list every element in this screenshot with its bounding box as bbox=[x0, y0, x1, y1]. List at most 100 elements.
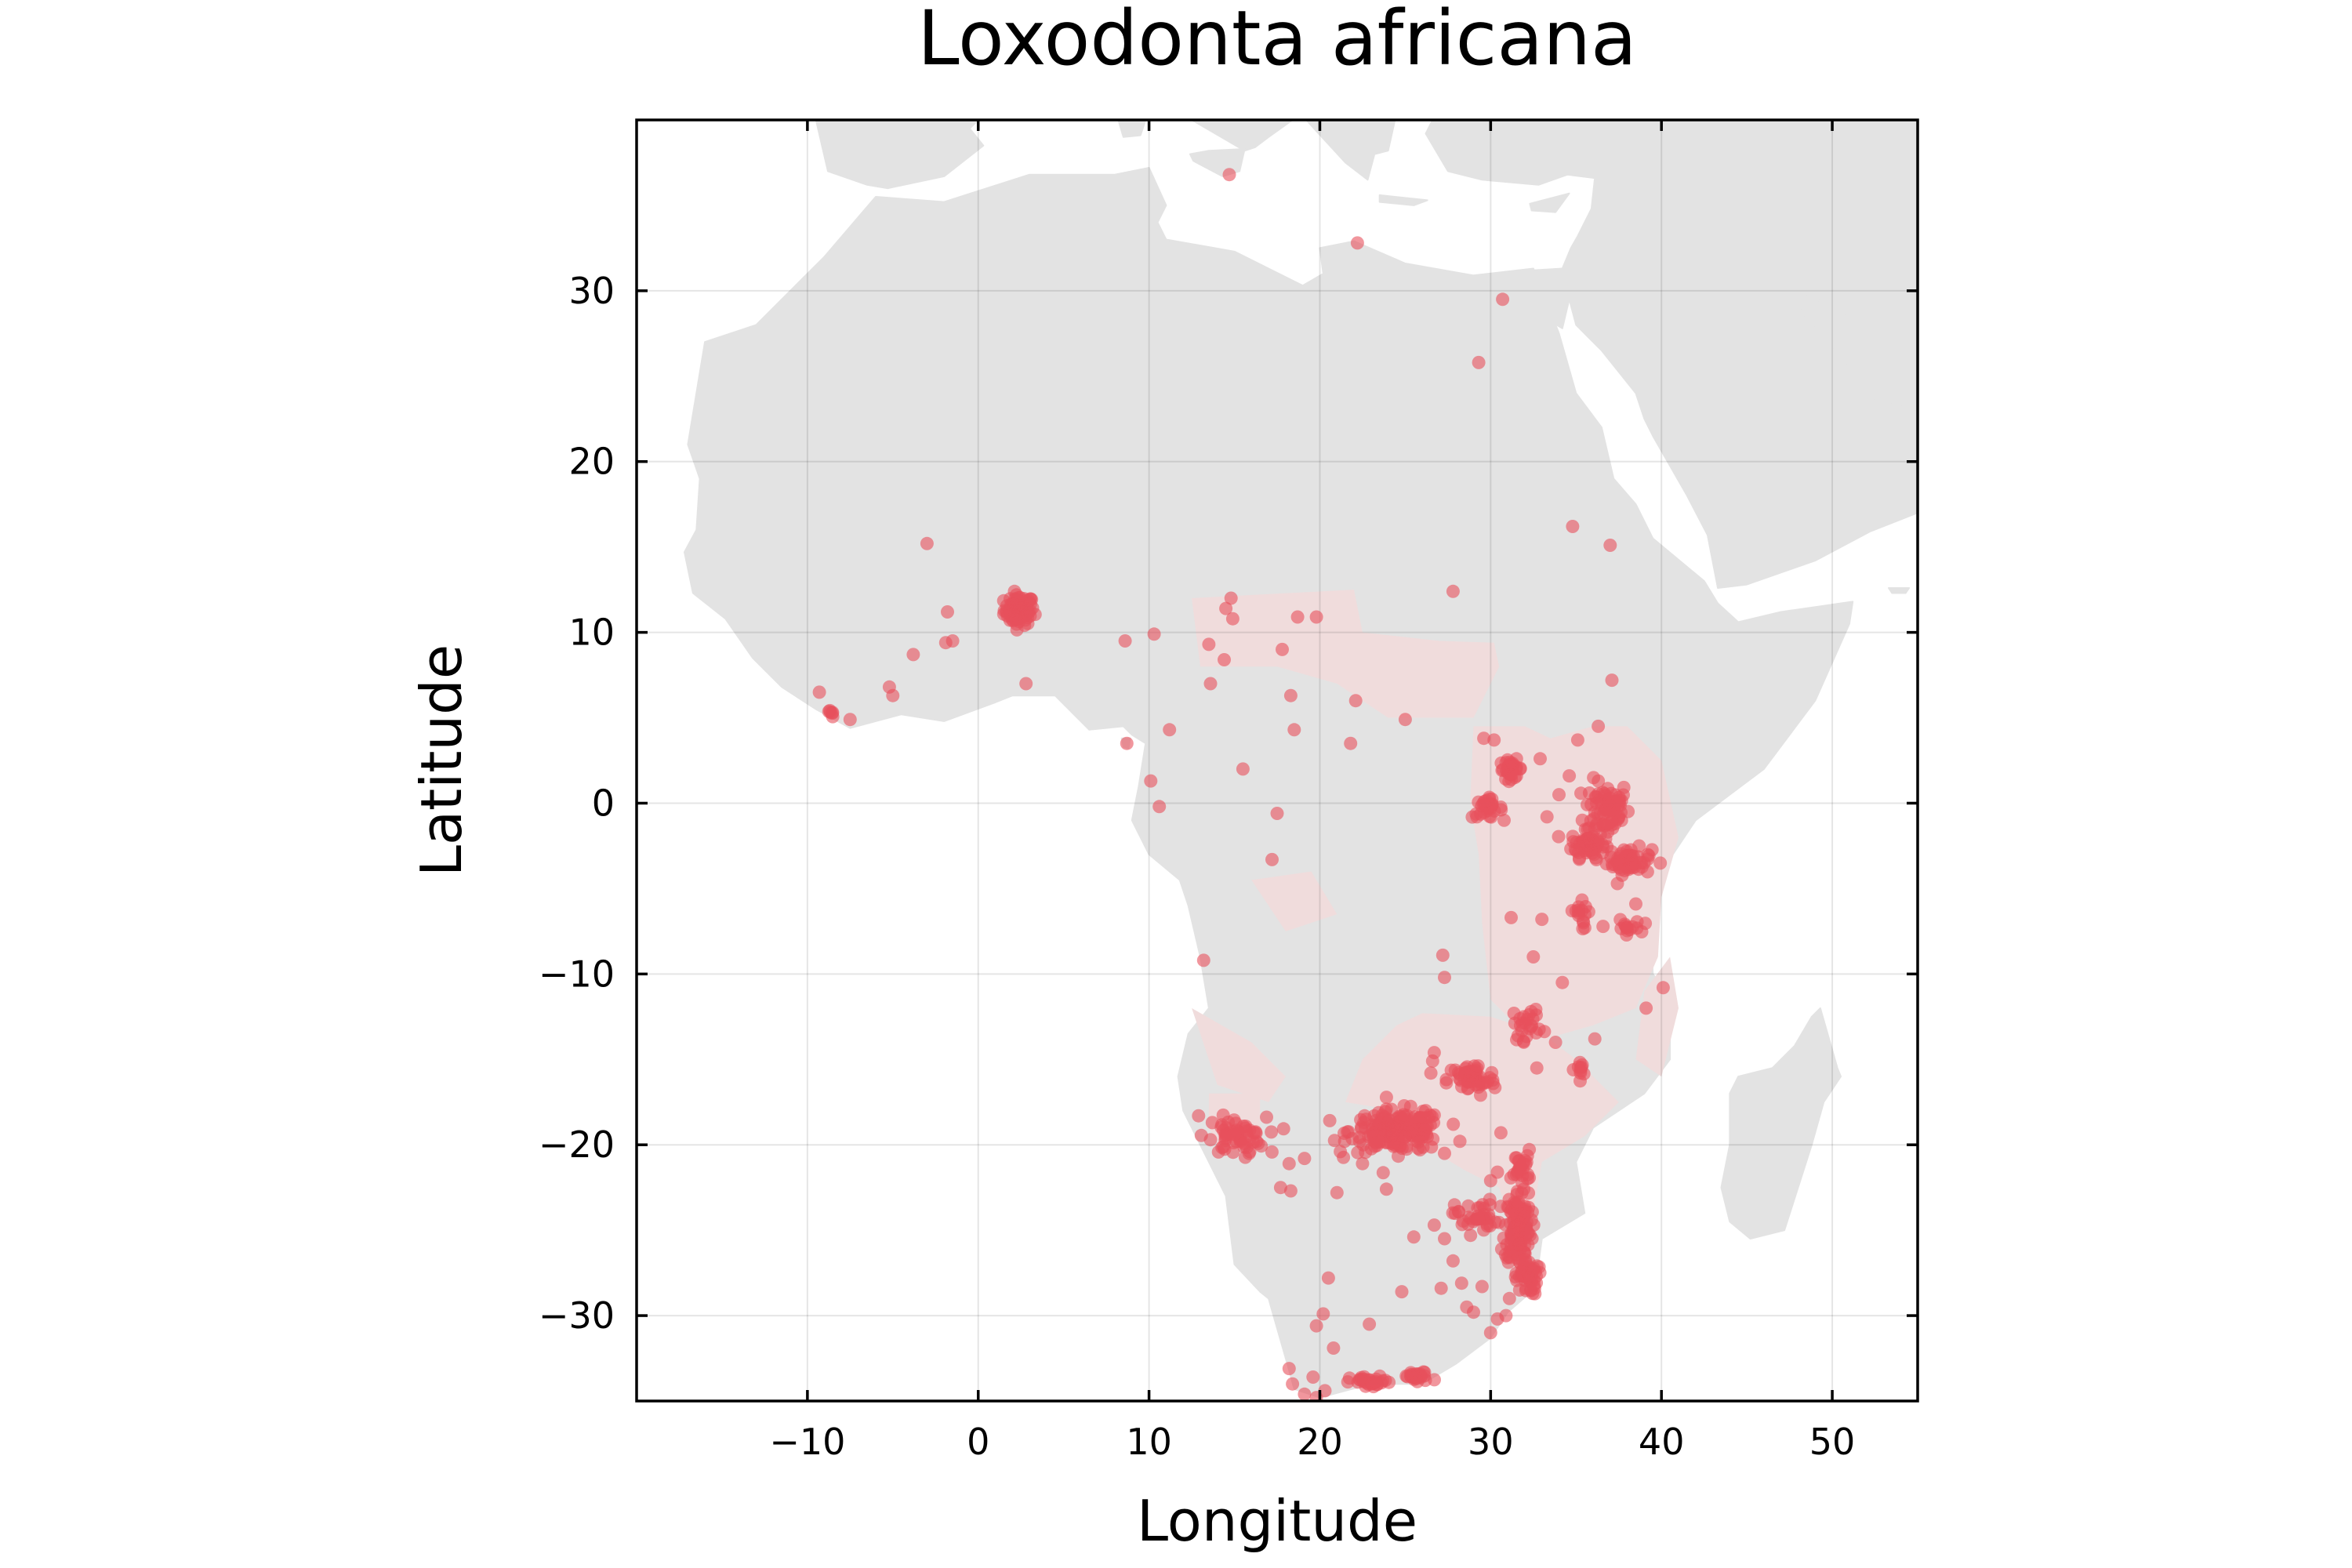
x-tick-label: −10 bbox=[769, 1421, 845, 1463]
occurrence-point bbox=[1356, 1156, 1370, 1171]
occurrence-point bbox=[1229, 1116, 1243, 1131]
occurrence-point bbox=[1517, 1010, 1531, 1024]
occurrence-point bbox=[1215, 1141, 1229, 1155]
occurrence-point bbox=[1251, 1136, 1265, 1150]
occurrence-point bbox=[1424, 1066, 1438, 1080]
land-arabia bbox=[1425, 120, 1918, 589]
occurrence-point bbox=[1438, 971, 1451, 985]
occurrence-point bbox=[1454, 1276, 1468, 1290]
occurrence-point bbox=[1605, 673, 1619, 688]
x-tick-label: 40 bbox=[1639, 1421, 1685, 1463]
land-cyprus bbox=[1529, 192, 1570, 213]
occurrence-point bbox=[1496, 292, 1510, 307]
occurrence-point bbox=[1387, 1135, 1401, 1149]
occurrence-point bbox=[1630, 921, 1644, 935]
occurrence-point bbox=[1298, 1387, 1312, 1401]
occurrence-point bbox=[906, 648, 920, 662]
occurrence-point bbox=[1192, 1109, 1206, 1123]
occurrence-point bbox=[1563, 769, 1577, 783]
occurrence-point bbox=[1283, 1184, 1298, 1198]
occurrence-point bbox=[1203, 1133, 1218, 1147]
x-tick-label: 50 bbox=[1809, 1421, 1856, 1463]
occurrence-point bbox=[1406, 1230, 1421, 1244]
occurrence-point bbox=[1458, 1066, 1472, 1080]
occurrence-point bbox=[1359, 1112, 1373, 1127]
occurrence-point bbox=[1360, 1376, 1374, 1390]
land-europe bbox=[815, 120, 985, 190]
occurrence-point bbox=[1423, 1118, 1437, 1132]
occurrence-point bbox=[1548, 1036, 1563, 1049]
occurrence-point bbox=[1495, 764, 1509, 778]
occurrence-point bbox=[1526, 950, 1541, 964]
occurrence-point bbox=[1298, 1152, 1312, 1166]
occurrence-point bbox=[1427, 1218, 1441, 1232]
occurrence-point bbox=[1344, 736, 1358, 750]
occurrence-point bbox=[1611, 851, 1625, 866]
occurrence-point bbox=[1588, 843, 1602, 856]
occurrence-point bbox=[1589, 796, 1603, 810]
x-tick-label: 30 bbox=[1468, 1421, 1514, 1463]
occurrence-point bbox=[1438, 1146, 1451, 1160]
occurrence-point bbox=[1519, 1253, 1533, 1267]
occurrence-point bbox=[1375, 1128, 1389, 1142]
occurrence-point bbox=[1398, 713, 1412, 727]
occurrence-point bbox=[1379, 1091, 1393, 1105]
occurrence-point bbox=[1436, 948, 1450, 962]
occurrence-point bbox=[1467, 1305, 1480, 1319]
occurrence-point bbox=[1419, 1104, 1432, 1118]
range-patch bbox=[1192, 1007, 1286, 1102]
occurrence-point bbox=[1525, 1018, 1539, 1033]
occurrence-point bbox=[1309, 1319, 1323, 1333]
x-tick-label: 10 bbox=[1126, 1421, 1172, 1463]
occurrence-point bbox=[1447, 1198, 1461, 1212]
occurrence-point bbox=[946, 634, 960, 648]
occurrence-point bbox=[1464, 1229, 1478, 1243]
occurrence-point bbox=[1589, 853, 1603, 866]
occurrence-point bbox=[1334, 1145, 1348, 1159]
land-sinai bbox=[1530, 267, 1570, 329]
occurrence-point bbox=[1395, 1285, 1409, 1299]
occurrence-point bbox=[1637, 856, 1651, 870]
occurrence-point bbox=[1613, 799, 1627, 813]
occurrence-point bbox=[1570, 733, 1584, 747]
land-sardinia bbox=[1117, 120, 1147, 138]
occurrence-point bbox=[1265, 1145, 1279, 1159]
occurrence-points bbox=[812, 168, 1670, 1401]
occurrence-point bbox=[886, 688, 900, 702]
occurrence-point bbox=[1524, 1213, 1538, 1227]
occurrence-point bbox=[1438, 1232, 1451, 1246]
occurrence-point bbox=[1348, 694, 1363, 708]
occurrence-point bbox=[1552, 788, 1566, 802]
occurrence-point bbox=[1471, 1209, 1485, 1223]
occurrence-point bbox=[1265, 1125, 1279, 1139]
occurrence-point bbox=[1356, 1138, 1370, 1152]
occurrence-point bbox=[1587, 771, 1601, 785]
occurrence-point bbox=[1446, 1117, 1461, 1131]
occurrence-point bbox=[1330, 1185, 1344, 1200]
occurrence-point bbox=[1486, 1073, 1500, 1087]
occurrence-point bbox=[1196, 953, 1210, 967]
occurrence-point bbox=[1363, 1128, 1377, 1142]
occurrence-point bbox=[1446, 1254, 1460, 1268]
occurrence-point bbox=[1225, 612, 1240, 626]
occurrence-point bbox=[1399, 1109, 1414, 1123]
occurrence-point bbox=[1222, 168, 1236, 182]
occurrence-point bbox=[1350, 236, 1364, 250]
occurrence-point bbox=[1639, 1001, 1653, 1015]
occurrence-point bbox=[1214, 1120, 1229, 1134]
occurrence-point bbox=[1502, 1291, 1516, 1305]
occurrence-point bbox=[1610, 877, 1624, 891]
occurrence-point bbox=[1555, 975, 1570, 989]
occurrence-point bbox=[1276, 642, 1289, 656]
occurrence-point bbox=[1376, 1166, 1390, 1180]
occurrence-point bbox=[1260, 1110, 1273, 1124]
occurrence-point bbox=[1571, 1060, 1585, 1074]
occurrence-point bbox=[1505, 1228, 1519, 1242]
occurrence-point bbox=[1603, 539, 1617, 552]
occurrence-point bbox=[1490, 1165, 1504, 1179]
occurrence-point bbox=[1427, 1046, 1441, 1060]
range-patch bbox=[1251, 871, 1338, 931]
occurrence-point bbox=[1219, 601, 1233, 615]
occurrence-point bbox=[1224, 591, 1238, 605]
